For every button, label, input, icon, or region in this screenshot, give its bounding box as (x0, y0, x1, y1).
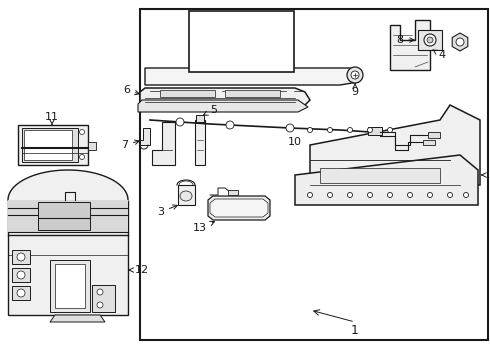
Polygon shape (145, 68, 362, 85)
Circle shape (97, 289, 103, 295)
Polygon shape (12, 268, 30, 282)
Text: 11: 11 (45, 112, 59, 125)
Circle shape (456, 38, 464, 46)
Text: 6: 6 (123, 85, 139, 95)
Polygon shape (178, 185, 195, 205)
Circle shape (17, 289, 25, 297)
Circle shape (368, 193, 372, 198)
Circle shape (226, 121, 234, 129)
Polygon shape (24, 130, 72, 160)
Polygon shape (428, 132, 440, 138)
Polygon shape (452, 33, 468, 51)
Polygon shape (228, 190, 238, 195)
Polygon shape (140, 128, 150, 145)
Circle shape (286, 124, 294, 132)
Polygon shape (225, 90, 280, 97)
Ellipse shape (180, 191, 192, 201)
Polygon shape (423, 140, 435, 145)
Polygon shape (8, 200, 128, 315)
Polygon shape (50, 260, 90, 312)
Polygon shape (189, 11, 294, 72)
Polygon shape (196, 115, 204, 122)
Text: 5: 5 (203, 105, 217, 115)
Polygon shape (368, 127, 382, 135)
Circle shape (17, 271, 25, 279)
Text: 8: 8 (396, 35, 414, 45)
Circle shape (408, 193, 413, 198)
Polygon shape (12, 286, 30, 300)
Text: 10: 10 (288, 137, 302, 147)
Circle shape (388, 193, 392, 198)
Circle shape (97, 302, 103, 308)
Polygon shape (12, 250, 30, 264)
Circle shape (427, 37, 433, 43)
Circle shape (79, 154, 84, 159)
Circle shape (464, 193, 468, 198)
Circle shape (347, 193, 352, 198)
Circle shape (447, 193, 452, 198)
Text: 3: 3 (157, 205, 177, 217)
Polygon shape (140, 9, 488, 340)
Polygon shape (418, 30, 442, 50)
Circle shape (308, 127, 313, 132)
Polygon shape (38, 202, 90, 230)
Polygon shape (92, 285, 115, 312)
Circle shape (176, 118, 184, 126)
Polygon shape (195, 120, 205, 165)
Text: 2: 2 (482, 170, 490, 180)
Text: 7: 7 (121, 140, 139, 150)
Polygon shape (208, 196, 270, 220)
Polygon shape (138, 100, 308, 112)
Circle shape (347, 67, 363, 83)
Text: 9: 9 (351, 84, 359, 97)
Circle shape (308, 193, 313, 198)
Polygon shape (22, 128, 78, 162)
Circle shape (351, 71, 359, 79)
Circle shape (327, 193, 333, 198)
Polygon shape (152, 122, 175, 165)
Polygon shape (8, 200, 128, 232)
Polygon shape (390, 20, 430, 70)
Polygon shape (88, 142, 96, 150)
Polygon shape (210, 199, 268, 217)
Circle shape (388, 127, 392, 132)
Text: 4: 4 (433, 50, 445, 60)
Text: 13: 13 (193, 221, 215, 233)
Circle shape (424, 34, 436, 46)
Polygon shape (320, 168, 440, 183)
Polygon shape (140, 88, 310, 108)
Polygon shape (160, 90, 215, 97)
Circle shape (427, 193, 433, 198)
Circle shape (79, 130, 84, 135)
Polygon shape (310, 105, 480, 185)
Circle shape (17, 253, 25, 261)
Polygon shape (295, 155, 478, 205)
Circle shape (327, 127, 333, 132)
Circle shape (347, 127, 352, 132)
Polygon shape (18, 125, 88, 165)
Text: 12: 12 (129, 265, 149, 275)
Polygon shape (55, 264, 85, 308)
Circle shape (368, 127, 372, 132)
Text: 1: 1 (351, 324, 359, 337)
Polygon shape (50, 315, 105, 322)
